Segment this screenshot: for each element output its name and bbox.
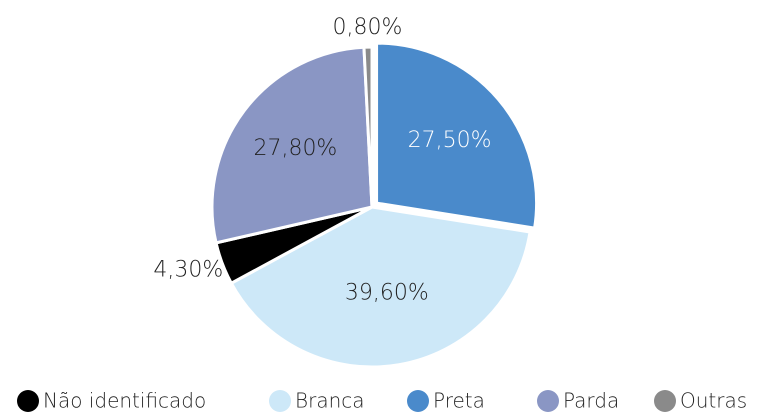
legend-swatch bbox=[17, 390, 39, 412]
slice-label: 39,60% bbox=[345, 281, 429, 306]
pie-slice bbox=[210, 45, 374, 245]
slice-label: 0,80% bbox=[333, 15, 403, 40]
legend-label: Parda bbox=[563, 389, 619, 413]
slice-label: 27,50% bbox=[408, 128, 492, 153]
pie-slice bbox=[375, 41, 538, 230]
legend-swatch bbox=[407, 390, 429, 412]
slice-label: 27,80% bbox=[253, 136, 337, 161]
legend-label: Branca bbox=[295, 389, 365, 413]
legend-label: Não identificado bbox=[43, 389, 206, 413]
legend-swatch bbox=[537, 390, 559, 412]
pie-slice bbox=[362, 45, 374, 208]
legend-swatch bbox=[269, 390, 291, 412]
legend-swatch bbox=[654, 390, 676, 412]
legend-label: Preta bbox=[433, 389, 485, 413]
slice-label: 4,30% bbox=[153, 257, 223, 282]
legend-label: Outras bbox=[680, 389, 747, 413]
pie-slice bbox=[229, 205, 532, 369]
